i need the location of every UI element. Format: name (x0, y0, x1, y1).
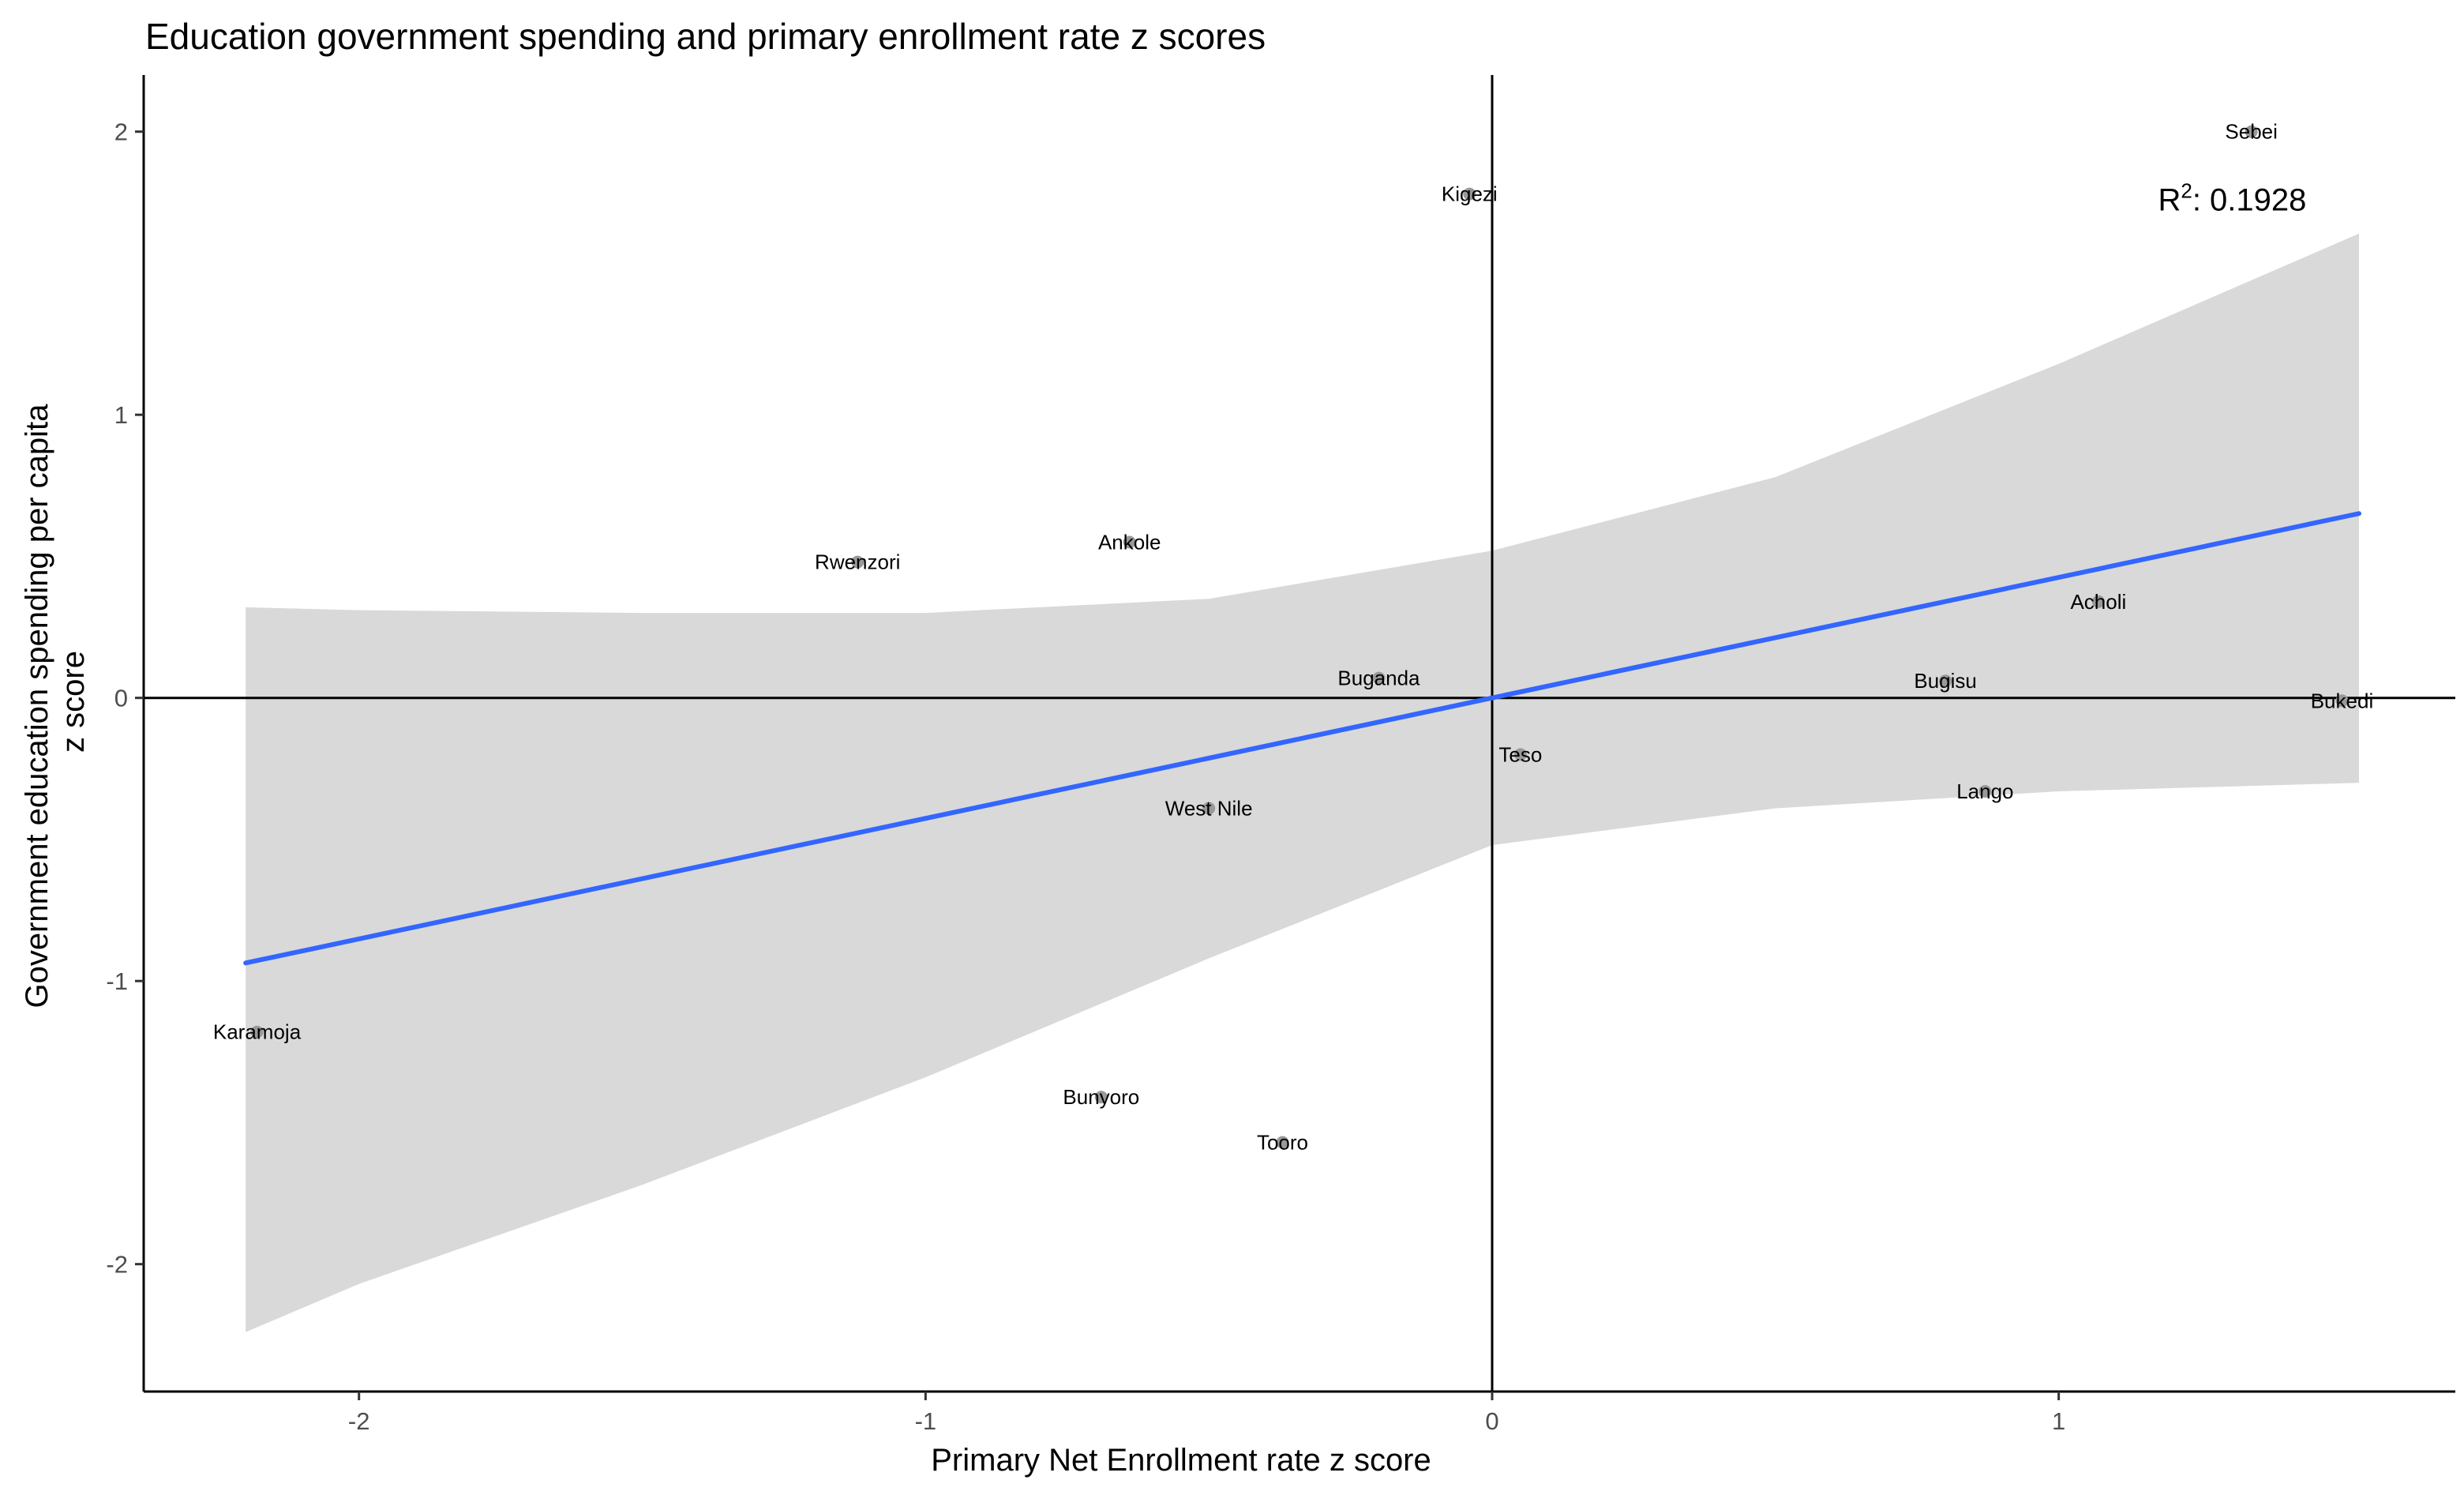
x-tick-label: -1 (915, 1407, 937, 1435)
point-kigezi (1463, 187, 1476, 201)
confidence-band-layer (246, 233, 2360, 1332)
r-squared-annotation: R2: 0.1928 (2158, 178, 2306, 217)
point-label-kigezi: Kigezi (1442, 182, 1498, 206)
y-tick-label: 0 (114, 685, 128, 712)
point-lango (1978, 784, 1992, 798)
r-squared-superscript: 2 (2181, 178, 2192, 202)
points-layer (250, 125, 2349, 1149)
confidence-band (246, 233, 2360, 1332)
point-label-west-nile: West Nile (1165, 797, 1253, 821)
point-ankole (1123, 535, 1136, 549)
point-labels-layer: Sebei Kigezi Ankole Rwenzori Acholi Buganda Bu… (213, 120, 2373, 1155)
reference-lines-layer (144, 75, 2455, 1392)
x-axis-title: Primary Net Enrollment rate z score (931, 1443, 1431, 1478)
point-label-tooro: Tooro (1257, 1131, 1308, 1155)
point-label-rwenzori: Rwenzori (815, 550, 900, 574)
point-label-bukedi: Bukedi (2311, 689, 2374, 712)
x-tick-label: -2 (348, 1407, 370, 1435)
point-label-bugisu: Bugisu (1914, 669, 1977, 693)
point-label-sebei: Sebei (2225, 120, 2278, 144)
point-acholi (2091, 595, 2105, 608)
point-bunyoro (1094, 1091, 1108, 1104)
axes-layer: -2 -1 0 1 -2 -1 0 1 2 (106, 75, 2455, 1435)
r-squared-base: R (2158, 182, 2181, 217)
point-label-teso: Teso (1498, 742, 1542, 766)
point-label-bunyoro: Bunyoro (1063, 1085, 1139, 1109)
y-tick-label: 2 (114, 118, 128, 146)
point-buganda (1372, 671, 1386, 685)
y-tick-label: 1 (114, 401, 128, 429)
y-axis-title-line-1: Government education spending per capita (20, 404, 54, 1009)
y-tick-label: -1 (106, 967, 128, 995)
point-teso (1513, 748, 1527, 761)
point-rwenzori (851, 555, 864, 569)
point-bukedi (2335, 694, 2349, 708)
y-axis-title-line-2: z score (56, 651, 91, 753)
point-label-lango: Lango (1956, 779, 2013, 803)
point-bugisu (1939, 674, 1952, 688)
y-tick-label: -2 (106, 1251, 128, 1279)
point-label-karamoja: Karamoja (213, 1020, 302, 1044)
point-sebei (2245, 125, 2258, 138)
point-karamoja (250, 1025, 264, 1039)
x-tick-label: 0 (1485, 1407, 1498, 1435)
y-axis-title: Government education spending per capita… (20, 395, 91, 1008)
point-label-acholi: Acholi (2070, 590, 2126, 614)
point-tooro (1276, 1136, 1289, 1149)
r-squared-value: : 0.1928 (2192, 182, 2307, 217)
fit-line (243, 511, 2361, 966)
chart-title: Education government spending and primar… (145, 16, 1266, 57)
point-label-ankole: Ankole (1098, 531, 1161, 554)
point-west-nile (1202, 802, 1216, 815)
point-label-buganda: Buganda (1337, 667, 1420, 690)
x-tick-label: 1 (2052, 1407, 2065, 1435)
fit-line-layer (243, 511, 2361, 966)
